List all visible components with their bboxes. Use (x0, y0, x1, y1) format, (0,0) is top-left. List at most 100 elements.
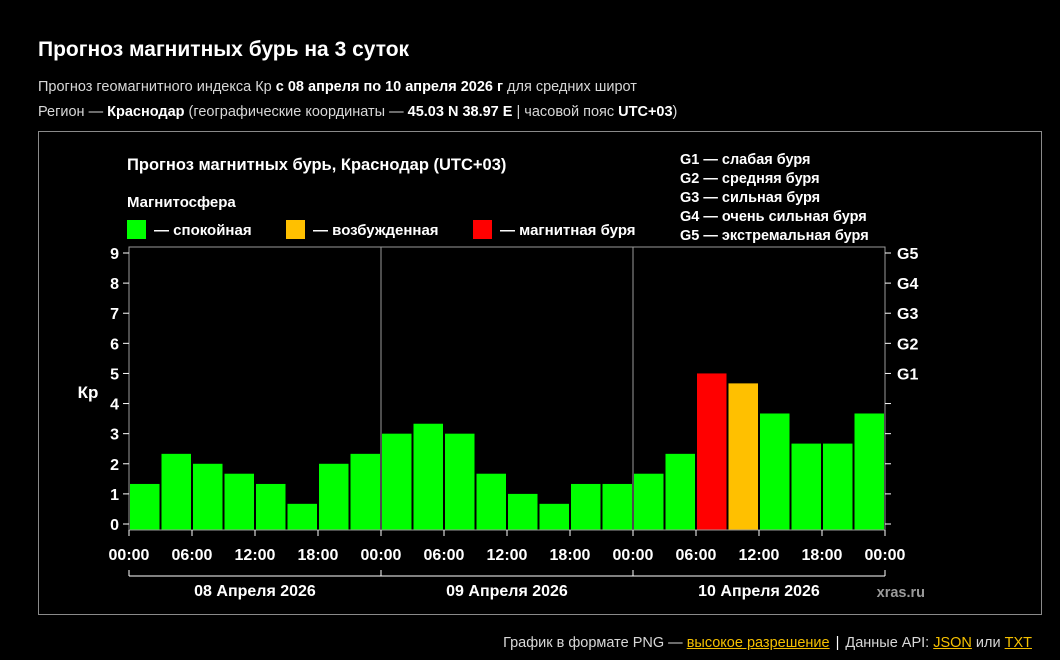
footer-separator: | (835, 635, 840, 651)
kp-bar-19 (728, 383, 758, 530)
kp-bar-17 (665, 453, 695, 530)
kp-bar-1 (161, 453, 191, 530)
kp-bar-23 (854, 413, 884, 530)
x-tick-label-8: 00:00 (613, 547, 654, 564)
txt-link[interactable]: TXT (1004, 635, 1032, 651)
legend-swatch-0 (127, 220, 146, 239)
status-legend: — спокойная — возбужденная — магнитная бур… (127, 220, 636, 239)
x-tick-label-3: 18:00 (298, 547, 339, 564)
x-tick-label-6: 12:00 (487, 547, 528, 564)
region-coords: 45.03 N 38.97 E (407, 104, 513, 120)
day-axis: 08 Апреля 2026 09 Апреля 2026 10 Апреля 20… (128, 570, 886, 600)
kp-bar-5 (287, 503, 317, 530)
region-timezone: UTC+03 (618, 104, 673, 120)
kp-bar-14 (571, 483, 601, 530)
chart-panel: Прогноз магнитных бурь, Краснодар (UTC+0… (38, 131, 1042, 615)
kp-bar-0 (130, 483, 160, 530)
y-tick-label-0: 0 (110, 517, 119, 534)
x-tick-label-7: 18:00 (550, 547, 591, 564)
x-tick-label-1: 06:00 (172, 547, 213, 564)
legend-label-1: — возбужденная (313, 222, 439, 239)
footer-api-text: Данные API: (845, 635, 934, 651)
g-legend-item-3: G4 — очень сильная буря (680, 209, 867, 225)
legend-swatch-1 (286, 220, 305, 239)
x-tick-label-0: 00:00 (109, 547, 150, 564)
storm-scale-legend: G1 — слабая буря G2 — средняя буря G3 — си… (680, 152, 869, 244)
kp-bar-18 (697, 373, 727, 530)
day-label-2: 10 Апреля 2026 (698, 583, 820, 600)
storm-level-label-0: G1 (897, 366, 918, 383)
description-prefix: Прогноз геомагнитного индекса Кр (38, 79, 276, 95)
y-tick-label-1: 1 (110, 487, 119, 504)
y-tick-label-9: 9 (110, 246, 119, 263)
footer-or-text: или (971, 635, 1005, 651)
watermark: xras.ru (877, 585, 925, 601)
storm-level-label-4: G5 (897, 246, 918, 263)
y-tick-label-8: 8 (110, 276, 119, 293)
region-prefix: Регион — (38, 104, 108, 120)
g-legend-item-4: G5 — экстремальная буря (680, 228, 869, 244)
legend-label-0: — спокойная (154, 222, 252, 239)
kp-bar-12 (508, 493, 538, 530)
y-tick-label-2: 2 (110, 457, 119, 474)
coords-prefix: (географические координаты — (184, 104, 408, 120)
legend-label-2: — магнитная буря (500, 222, 636, 239)
kp-bar-15 (602, 483, 632, 530)
kp-bar-22 (823, 443, 853, 530)
kp-bar-20 (760, 413, 790, 530)
forecast-description: Прогноз геомагнитного индекса Кр с 08 ап… (38, 79, 637, 95)
y-tick-label-7: 7 (110, 306, 119, 323)
day-label-0: 08 Апреля 2026 (194, 583, 316, 600)
kp-bar-13 (539, 503, 569, 530)
g-legend-item-0: G1 — слабая буря (680, 152, 811, 168)
bars (130, 373, 884, 530)
y-tick-label-4: 4 (110, 397, 119, 414)
x-tick-label-5: 06:00 (424, 547, 465, 564)
kp-bar-2 (193, 463, 223, 530)
y-tick-label-6: 6 (110, 336, 119, 353)
page-title: Прогноз магнитных бурь на 3 суток (38, 38, 410, 61)
footer-png-text: График в формате PNG — (503, 635, 687, 651)
legend-title: Магнитосфера (127, 194, 236, 211)
kp-bar-11 (476, 473, 506, 530)
kp-bar-3 (224, 473, 254, 530)
kp-bar-10 (445, 433, 475, 530)
storm-level-label-2: G3 (897, 306, 918, 323)
region-name: Краснодар (107, 104, 185, 120)
chart-title: Прогноз магнитных бурь, Краснодар (UTC+0… (127, 156, 506, 174)
x-tick-label-4: 00:00 (361, 547, 402, 564)
storm-level-label-1: G2 (897, 336, 918, 353)
forecast-period: с 08 апреля по 10 апреля 2026 г (275, 79, 504, 95)
kp-bar-8 (382, 433, 412, 530)
kp-forecast-chart: Прогноз магнитных бурь, Краснодар (UTC+0… (78, 152, 925, 601)
storm-level-axis: G1 G2 G3 G4 G5 (885, 246, 918, 525)
kp-bar-16 (634, 473, 664, 530)
timezone-prefix: | часовой пояс (512, 104, 619, 120)
g-legend-item-1: G2 — средняя буря (680, 171, 820, 187)
y-axis-label: Кр (78, 383, 99, 402)
y-axis: 0 1 2 3 4 5 6 7 8 9 (110, 246, 129, 534)
description-suffix: для средних широт (503, 79, 637, 95)
y-tick-label-5: 5 (110, 366, 119, 383)
x-axis: 00:00 06:00 12:00 18:00 00:00 06:00 12:00 18:00… (109, 530, 906, 564)
x-tick-label-2: 12:00 (235, 547, 276, 564)
x-tick-label-10: 12:00 (739, 547, 780, 564)
legend-swatch-2 (473, 220, 492, 239)
storm-level-label-3: G4 (897, 276, 918, 293)
day-label-1: 09 Апреля 2026 (446, 583, 568, 600)
x-tick-label-12: 00:00 (865, 547, 906, 564)
x-tick-label-9: 06:00 (676, 547, 717, 564)
kp-bar-6 (319, 463, 349, 530)
kp-bar-7 (350, 453, 380, 530)
x-tick-label-11: 18:00 (802, 547, 843, 564)
kp-bar-21 (791, 443, 821, 530)
kp-bar-4 (256, 483, 286, 530)
g-legend-item-2: G3 — сильная буря (680, 190, 820, 206)
region-suffix: ) (672, 104, 678, 120)
y-tick-label-3: 3 (110, 427, 119, 444)
region-info: Регион — Краснодар (географические коорд… (38, 104, 677, 120)
json-link[interactable]: JSON (933, 635, 972, 651)
hires-link[interactable]: высокое разрешение (686, 635, 830, 651)
footer: График в формате PNG — высокое разрешени… (503, 635, 1032, 651)
kp-bar-9 (413, 423, 443, 530)
